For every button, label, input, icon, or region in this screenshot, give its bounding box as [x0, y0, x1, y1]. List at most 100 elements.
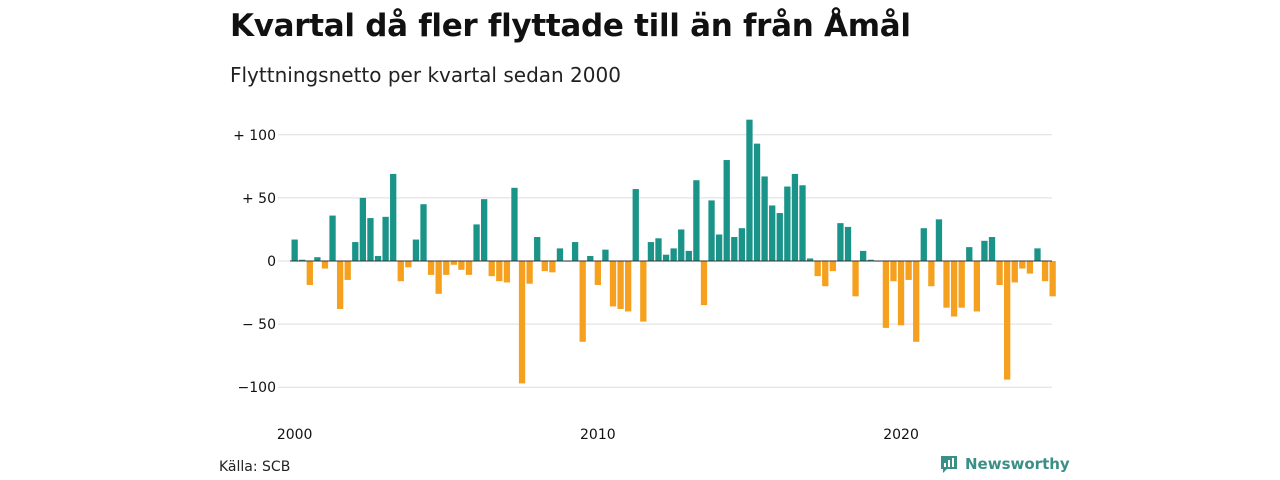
y-tick-label: −100 [238, 380, 276, 396]
brand-name: Newsworthy [965, 455, 1070, 473]
bar-series [290, 119, 1056, 384]
bar [988, 237, 996, 261]
x-tick-label: 2020 [883, 427, 919, 443]
x-axis-ticks: 2000 2010 2020 [277, 427, 919, 443]
bar [662, 254, 670, 261]
bar [435, 261, 442, 294]
bar [458, 261, 465, 270]
source-note: Källa: SCB [219, 459, 291, 475]
bar [950, 261, 958, 317]
bar [708, 200, 715, 261]
bar [1034, 248, 1041, 261]
bar [420, 204, 427, 261]
bar [481, 199, 488, 261]
x-tick-label: 2000 [277, 427, 313, 443]
bar [579, 261, 586, 342]
bar [852, 261, 859, 297]
bar [549, 261, 556, 273]
y-axis-ticks: + 100 + 50 0 − 50 −100 [233, 128, 276, 396]
bar [511, 187, 518, 261]
bar [655, 238, 662, 261]
bar [928, 261, 935, 287]
bar [799, 185, 806, 261]
bar [450, 261, 457, 265]
bar [427, 261, 435, 275]
bar [556, 248, 564, 261]
bar [905, 261, 912, 280]
bar [860, 250, 867, 261]
x-tick-label: 2010 [580, 427, 616, 443]
bar [958, 261, 965, 308]
bar [761, 176, 768, 261]
bar [405, 261, 412, 268]
bar [882, 261, 890, 328]
bar [321, 261, 329, 269]
y-tick-label: + 50 [242, 191, 276, 207]
bar [488, 261, 495, 277]
bar [1019, 261, 1026, 269]
bar [602, 249, 609, 261]
bar [609, 261, 617, 307]
bar [291, 239, 298, 261]
bar [299, 259, 306, 261]
bar [443, 261, 450, 275]
bar [617, 261, 624, 309]
bar [503, 261, 511, 283]
bar [678, 229, 685, 261]
bar [640, 261, 647, 322]
bar [715, 234, 723, 261]
bar [776, 213, 783, 261]
bar [352, 242, 359, 261]
bar [685, 250, 692, 261]
bar [829, 261, 836, 272]
bar [329, 215, 336, 261]
bar [473, 224, 480, 261]
bar [814, 261, 821, 277]
bar [306, 261, 313, 285]
bar [867, 259, 874, 261]
bar [806, 258, 814, 261]
bar [397, 261, 404, 282]
bar [412, 239, 420, 261]
bar [1041, 261, 1049, 282]
bar [746, 119, 753, 261]
bar [913, 261, 920, 342]
bar [571, 242, 579, 261]
bar [647, 242, 655, 261]
bar [1026, 261, 1034, 274]
bar [981, 240, 988, 261]
bar [996, 261, 1003, 285]
bar [844, 226, 852, 261]
bar [966, 247, 973, 261]
bar [784, 186, 791, 261]
bar [534, 237, 541, 261]
bar [526, 261, 533, 284]
bar [731, 237, 738, 261]
newsworthy-logo-icon [941, 456, 957, 473]
y-tick-label: + 100 [233, 128, 276, 144]
bar [1004, 261, 1011, 380]
bar [973, 261, 980, 312]
brand-logo: Newsworthy [939, 454, 1070, 474]
bar [700, 261, 708, 306]
bar [374, 255, 382, 261]
bar [336, 261, 344, 309]
bar [897, 261, 905, 326]
bar [382, 216, 389, 261]
bar [791, 173, 799, 261]
bar [496, 261, 503, 282]
bar [465, 261, 473, 275]
bar [769, 205, 776, 261]
bar [541, 261, 548, 272]
bar [314, 257, 321, 261]
bar [1049, 261, 1056, 297]
bar [723, 160, 730, 261]
bar [367, 218, 374, 261]
bar [518, 261, 526, 384]
bar [632, 189, 639, 261]
bar [1011, 261, 1018, 283]
bar [822, 261, 829, 287]
y-tick-label: − 50 [242, 317, 276, 333]
bar [390, 173, 397, 261]
